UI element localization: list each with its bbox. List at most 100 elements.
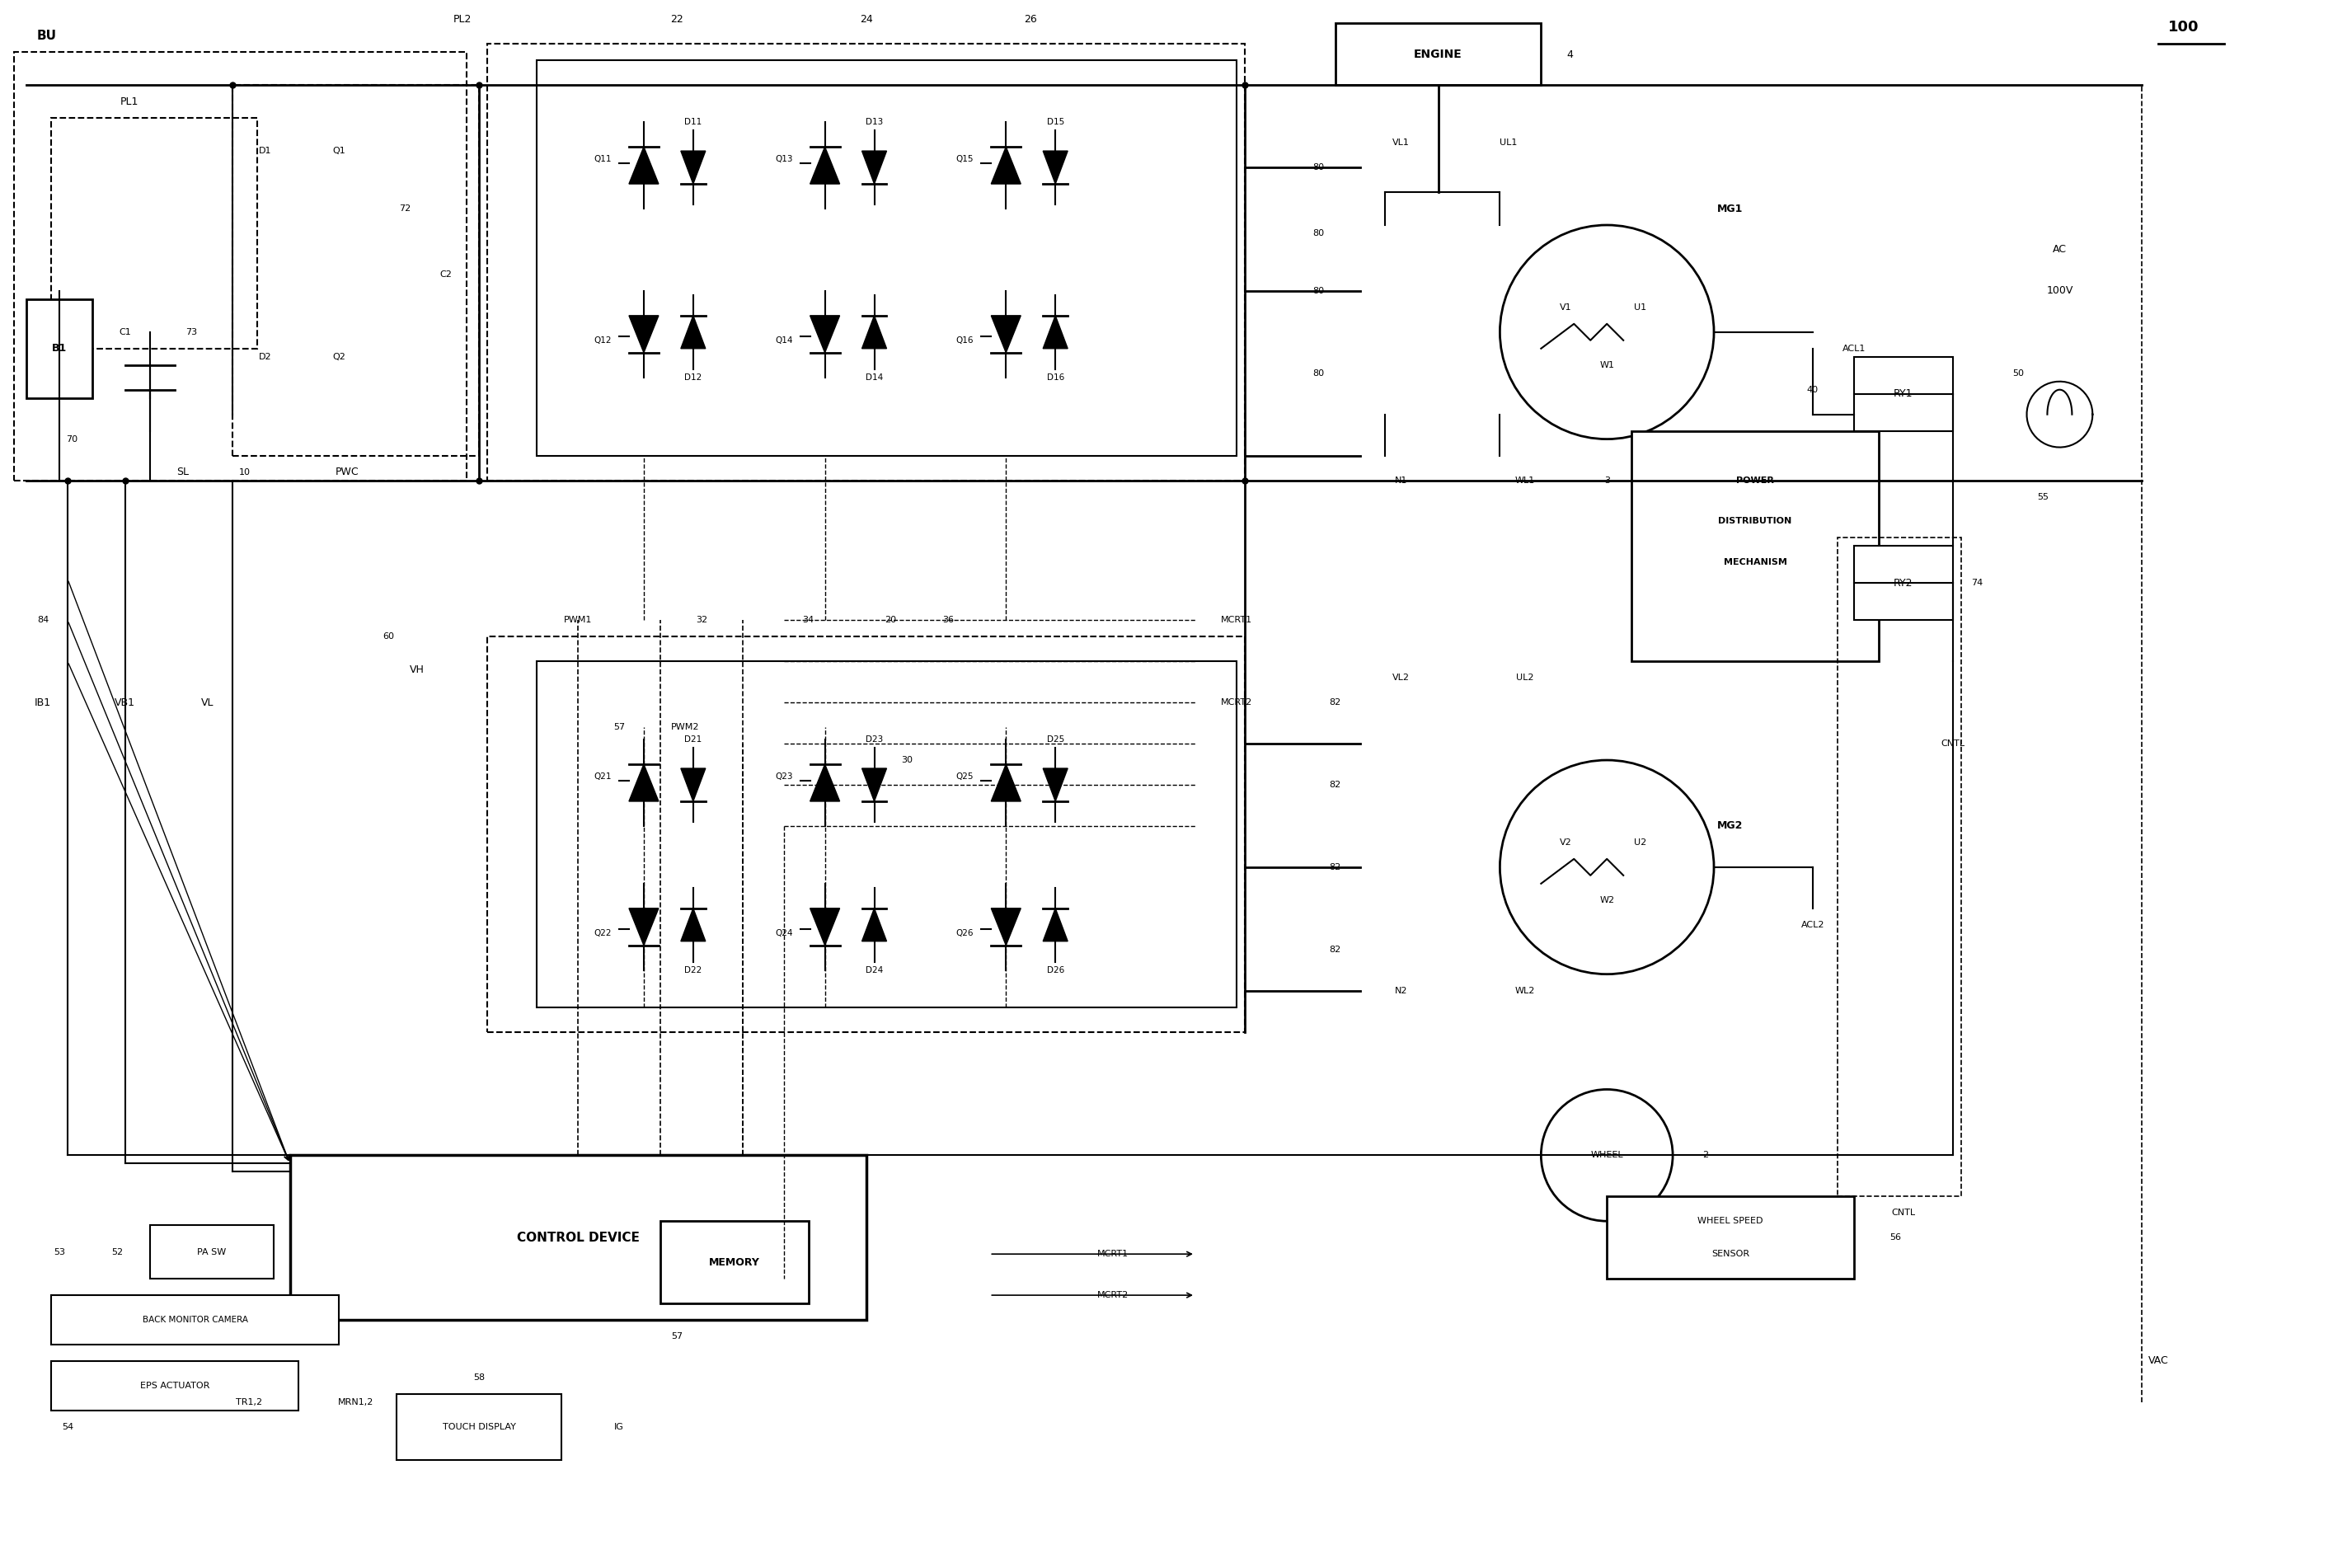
- Text: Q15: Q15: [957, 155, 973, 163]
- Polygon shape: [630, 315, 658, 353]
- Text: ACL1: ACL1: [1843, 345, 1866, 353]
- Text: SENSOR: SENSOR: [1712, 1250, 1750, 1258]
- Text: VH: VH: [411, 665, 425, 674]
- Text: 24: 24: [859, 14, 873, 25]
- Text: RY1: RY1: [1894, 389, 1913, 400]
- FancyBboxPatch shape: [1631, 431, 1878, 662]
- FancyBboxPatch shape: [1334, 24, 1542, 85]
- Text: D22: D22: [684, 966, 702, 974]
- Text: VAC: VAC: [2149, 1356, 2170, 1366]
- Text: 53: 53: [54, 1248, 65, 1256]
- Bar: [233, 85, 478, 456]
- Text: IB1: IB1: [35, 698, 51, 707]
- Text: 4: 4: [1568, 49, 1572, 60]
- Text: PWC: PWC: [336, 467, 359, 477]
- FancyBboxPatch shape: [1855, 358, 1953, 431]
- Polygon shape: [861, 151, 887, 183]
- Text: Q23: Q23: [775, 773, 793, 781]
- Text: MCRT2: MCRT2: [1220, 698, 1253, 707]
- Text: Q24: Q24: [775, 928, 793, 938]
- Text: 70: 70: [65, 434, 77, 444]
- Text: Q11: Q11: [595, 155, 611, 163]
- FancyBboxPatch shape: [660, 1221, 810, 1303]
- Bar: [488, 637, 1246, 1032]
- Text: N2: N2: [1395, 986, 1407, 994]
- Text: Q25: Q25: [957, 773, 973, 781]
- Text: MCRT1: MCRT1: [1097, 1250, 1129, 1258]
- Text: 82: 82: [1330, 862, 1341, 872]
- Polygon shape: [810, 315, 840, 353]
- Polygon shape: [1043, 768, 1069, 801]
- FancyBboxPatch shape: [289, 1156, 866, 1320]
- Text: PWM2: PWM2: [670, 723, 700, 731]
- Text: EPS ACTUATOR: EPS ACTUATOR: [140, 1381, 210, 1389]
- Text: V2: V2: [1561, 839, 1572, 847]
- FancyBboxPatch shape: [51, 1295, 338, 1345]
- FancyBboxPatch shape: [537, 662, 1236, 1007]
- Text: TOUCH DISPLAY: TOUCH DISPLAY: [443, 1422, 516, 1432]
- FancyBboxPatch shape: [1855, 546, 1953, 621]
- Polygon shape: [861, 315, 887, 348]
- Text: D14: D14: [866, 373, 882, 381]
- Text: 73: 73: [184, 328, 196, 336]
- Text: D1: D1: [259, 147, 271, 155]
- Polygon shape: [992, 147, 1022, 183]
- Text: 20: 20: [884, 616, 896, 624]
- FancyBboxPatch shape: [26, 299, 93, 398]
- Text: D24: D24: [866, 966, 882, 974]
- Text: 58: 58: [474, 1374, 485, 1381]
- Text: D16: D16: [1048, 373, 1064, 381]
- Bar: [14, 52, 467, 480]
- Text: WL1: WL1: [1514, 477, 1535, 485]
- Text: Q16: Q16: [957, 336, 973, 345]
- Text: D15: D15: [1048, 118, 1064, 127]
- Text: DISTRIBUTION: DISTRIBUTION: [1719, 517, 1792, 525]
- Text: 57: 57: [672, 1333, 684, 1341]
- Text: 80: 80: [1313, 368, 1325, 378]
- Text: 52: 52: [112, 1248, 124, 1256]
- Text: D23: D23: [866, 735, 882, 743]
- Text: Q22: Q22: [595, 928, 611, 938]
- Text: 100: 100: [2167, 20, 2198, 34]
- Text: Q21: Q21: [595, 773, 611, 781]
- Text: MRN1,2: MRN1,2: [338, 1399, 373, 1406]
- Text: 32: 32: [695, 616, 707, 624]
- Text: TR1,2: TR1,2: [236, 1399, 261, 1406]
- FancyBboxPatch shape: [537, 61, 1236, 456]
- Text: UL1: UL1: [1500, 138, 1516, 147]
- Text: W1: W1: [1600, 361, 1614, 368]
- Text: AC: AC: [2053, 245, 2067, 256]
- Polygon shape: [1043, 315, 1069, 348]
- Polygon shape: [861, 908, 887, 941]
- Text: PL1: PL1: [119, 96, 138, 107]
- Text: V1: V1: [1561, 303, 1572, 312]
- Text: 55: 55: [2037, 492, 2048, 500]
- Text: PL2: PL2: [453, 14, 471, 25]
- Text: BU: BU: [37, 30, 56, 42]
- Text: MEMORY: MEMORY: [709, 1258, 761, 1267]
- Text: N1: N1: [1395, 477, 1407, 485]
- Text: D2: D2: [259, 353, 271, 361]
- Text: Q2: Q2: [334, 353, 345, 361]
- Text: Q12: Q12: [595, 336, 611, 345]
- Text: VL2: VL2: [1393, 674, 1409, 682]
- Text: 3: 3: [1605, 477, 1610, 485]
- Text: 10: 10: [238, 467, 250, 477]
- Polygon shape: [992, 764, 1022, 801]
- Polygon shape: [1043, 908, 1069, 941]
- Text: CONTROL DEVICE: CONTROL DEVICE: [516, 1231, 639, 1243]
- Polygon shape: [810, 764, 840, 801]
- Text: 30: 30: [901, 756, 912, 764]
- Text: UL2: UL2: [1516, 674, 1533, 682]
- Text: VL1: VL1: [1393, 138, 1409, 147]
- Polygon shape: [992, 908, 1022, 946]
- FancyBboxPatch shape: [397, 1394, 562, 1460]
- Polygon shape: [992, 315, 1022, 353]
- Text: 100V: 100V: [2046, 285, 2074, 296]
- Text: PWM1: PWM1: [565, 616, 593, 624]
- Polygon shape: [1043, 151, 1069, 183]
- Polygon shape: [630, 764, 658, 801]
- Text: D12: D12: [684, 373, 702, 381]
- Bar: [51, 118, 257, 348]
- Text: Q14: Q14: [775, 336, 793, 345]
